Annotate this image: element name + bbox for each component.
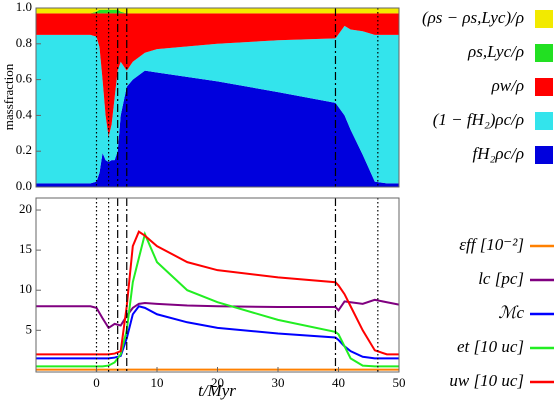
y-tick-label: 20	[19, 201, 32, 216]
y-tick-label: 1.0	[16, 0, 32, 14]
line	[36, 298, 400, 330]
y-tick-label: 15	[19, 241, 32, 256]
x-tick-label: 40	[332, 375, 345, 390]
legend-label: ρw/ρ	[491, 76, 524, 95]
x-axis-label: t/Myr	[198, 381, 236, 400]
line	[36, 230, 399, 368]
legend-swatch	[535, 112, 553, 130]
legend-label: ρs,Lyc/ρ	[467, 42, 524, 61]
legend-swatch	[535, 44, 553, 62]
y-tick-label: 0.4	[16, 106, 33, 121]
x-tick-label: 50	[393, 375, 406, 390]
y-tick-label: 0.6	[16, 71, 33, 86]
legend-label: fH₂ρc/ρ	[473, 144, 525, 163]
legend-label: (1 − fH₂)ρc/ρ	[433, 110, 524, 129]
x-tick-label: 30	[272, 375, 285, 390]
legend-label: ℳc	[498, 303, 524, 322]
legend-swatch	[535, 146, 553, 164]
y-tick-label: 0.8	[16, 35, 32, 50]
line	[36, 305, 399, 360]
y-tick-label: 5	[26, 321, 33, 336]
legend-swatch	[535, 10, 553, 28]
y-tick-label: 0.2	[16, 142, 32, 157]
y-axis-label: massfraction	[1, 63, 16, 130]
legend-label: uw [10 uc]	[449, 371, 524, 390]
x-tick-label: 0	[93, 375, 100, 390]
y-tick-label: 10	[19, 281, 32, 296]
y-tick-label: 0.0	[16, 178, 32, 193]
area	[36, 8, 399, 14]
legend-label: (ρs − ρs,Lyc)/ρ	[422, 8, 524, 27]
area	[36, 9, 399, 14]
area	[36, 25, 399, 184]
line	[36, 230, 399, 356]
x-tick-label: 20	[211, 375, 224, 390]
legend-label: εff [10⁻²]	[459, 235, 524, 254]
legend-label: lc [pc]	[478, 269, 524, 288]
legend-label: et [10 uc]	[457, 337, 524, 356]
legend-swatch	[535, 78, 553, 96]
x-tick-label: 10	[151, 375, 164, 390]
plot-frame	[35, 7, 400, 188]
